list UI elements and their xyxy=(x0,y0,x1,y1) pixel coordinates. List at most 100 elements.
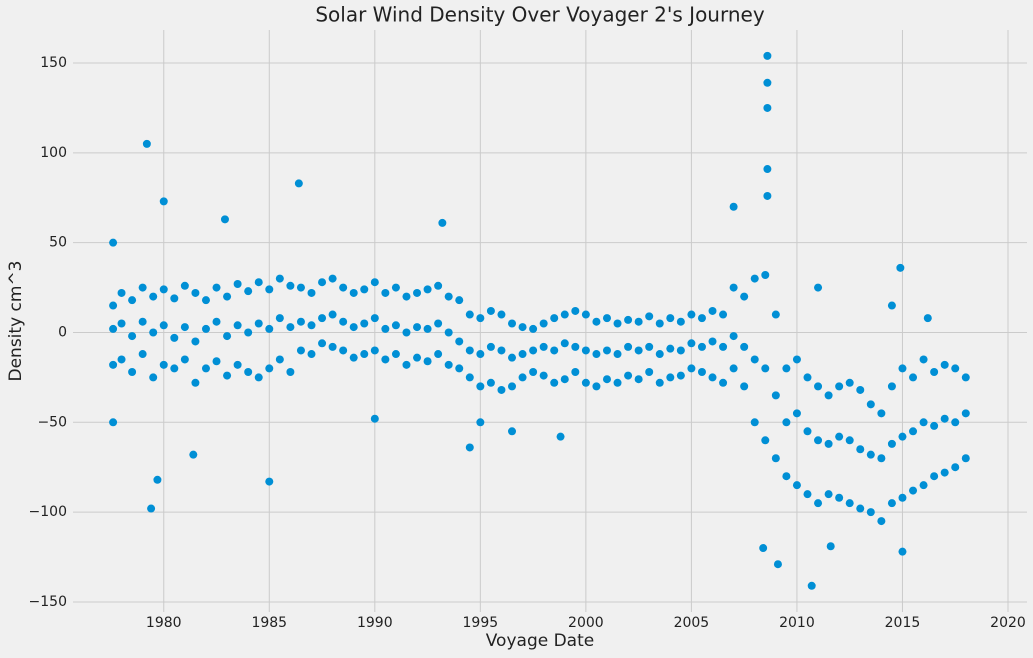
data-point xyxy=(212,283,221,292)
data-point xyxy=(866,508,875,517)
data-point xyxy=(170,333,179,342)
data-point xyxy=(328,342,337,351)
data-point xyxy=(961,373,970,382)
data-point xyxy=(318,278,327,287)
data-point xyxy=(687,364,696,373)
data-point xyxy=(655,319,664,328)
data-point xyxy=(866,400,875,409)
data-point xyxy=(275,314,284,323)
data-point xyxy=(961,454,970,463)
data-point xyxy=(539,342,548,351)
data-point xyxy=(750,418,759,427)
data-point xyxy=(592,350,601,359)
data-point xyxy=(814,382,823,391)
data-point xyxy=(571,368,580,377)
data-point xyxy=(223,332,232,341)
data-point xyxy=(339,283,348,292)
data-point xyxy=(508,353,517,362)
data-point xyxy=(391,321,400,330)
data-point xyxy=(613,350,622,359)
data-point xyxy=(803,490,812,499)
data-point xyxy=(645,312,654,321)
y-tick-label: 100 xyxy=(40,145,67,161)
data-point xyxy=(518,350,527,359)
data-point xyxy=(423,285,432,294)
data-point xyxy=(655,378,664,387)
data-point xyxy=(909,486,918,495)
data-point xyxy=(845,378,854,387)
data-point xyxy=(170,364,179,373)
data-point xyxy=(402,360,411,369)
data-point xyxy=(919,481,928,490)
data-point xyxy=(782,472,791,481)
data-point xyxy=(923,314,932,323)
data-point xyxy=(792,481,801,490)
data-point xyxy=(759,544,768,553)
data-point xyxy=(835,382,844,391)
data-point xyxy=(128,296,137,305)
data-point xyxy=(191,337,200,346)
data-point xyxy=(159,360,168,369)
data-point xyxy=(602,375,611,384)
data-point xyxy=(645,368,654,377)
data-point xyxy=(645,342,654,351)
data-point xyxy=(212,317,221,326)
data-point xyxy=(233,321,242,330)
x-tick-label: 2015 xyxy=(885,615,921,631)
data-point xyxy=(286,281,295,290)
data-point xyxy=(930,421,939,430)
data-point xyxy=(220,215,229,224)
data-point xyxy=(571,342,580,351)
data-point xyxy=(856,385,865,394)
data-point xyxy=(339,317,348,326)
data-point xyxy=(634,317,643,326)
data-point xyxy=(951,364,960,373)
x-tick-label: 1985 xyxy=(251,615,287,631)
data-point xyxy=(792,409,801,418)
data-point xyxy=(782,418,791,427)
data-point xyxy=(655,350,664,359)
data-point xyxy=(109,360,118,369)
data-point xyxy=(170,294,179,303)
data-point xyxy=(592,382,601,391)
data-point xyxy=(697,314,706,323)
data-point xyxy=(149,292,158,301)
data-point xyxy=(413,353,422,362)
data-point xyxy=(128,332,137,341)
data-point xyxy=(634,375,643,384)
data-point xyxy=(719,310,728,319)
data-point xyxy=(486,306,495,315)
chart-title: Solar Wind Density Over Voyager 2's Jour… xyxy=(315,3,765,27)
data-point xyxy=(792,355,801,364)
data-point xyxy=(117,319,126,328)
data-point xyxy=(518,323,527,332)
data-point xyxy=(307,321,316,330)
data-point xyxy=(951,463,960,472)
data-point xyxy=(212,357,221,366)
data-point xyxy=(909,373,918,382)
data-point xyxy=(930,472,939,481)
data-point xyxy=(814,499,823,508)
data-point xyxy=(244,328,253,337)
data-point xyxy=(191,288,200,297)
data-point xyxy=(898,493,907,502)
data-point xyxy=(508,382,517,391)
data-point xyxy=(233,360,242,369)
data-point xyxy=(328,310,337,319)
data-point xyxy=(581,346,590,355)
data-point xyxy=(244,368,253,377)
data-point xyxy=(740,342,749,351)
data-point xyxy=(624,342,633,351)
data-point xyxy=(180,323,189,332)
data-point xyxy=(360,285,369,294)
data-point xyxy=(750,355,759,364)
data-point xyxy=(666,314,675,323)
data-point xyxy=(254,319,263,328)
data-point xyxy=(581,310,590,319)
data-point xyxy=(233,279,242,288)
x-tick-label: 2010 xyxy=(779,615,815,631)
data-point xyxy=(887,382,896,391)
data-point xyxy=(896,263,905,272)
data-point xyxy=(613,378,622,387)
data-point xyxy=(602,346,611,355)
